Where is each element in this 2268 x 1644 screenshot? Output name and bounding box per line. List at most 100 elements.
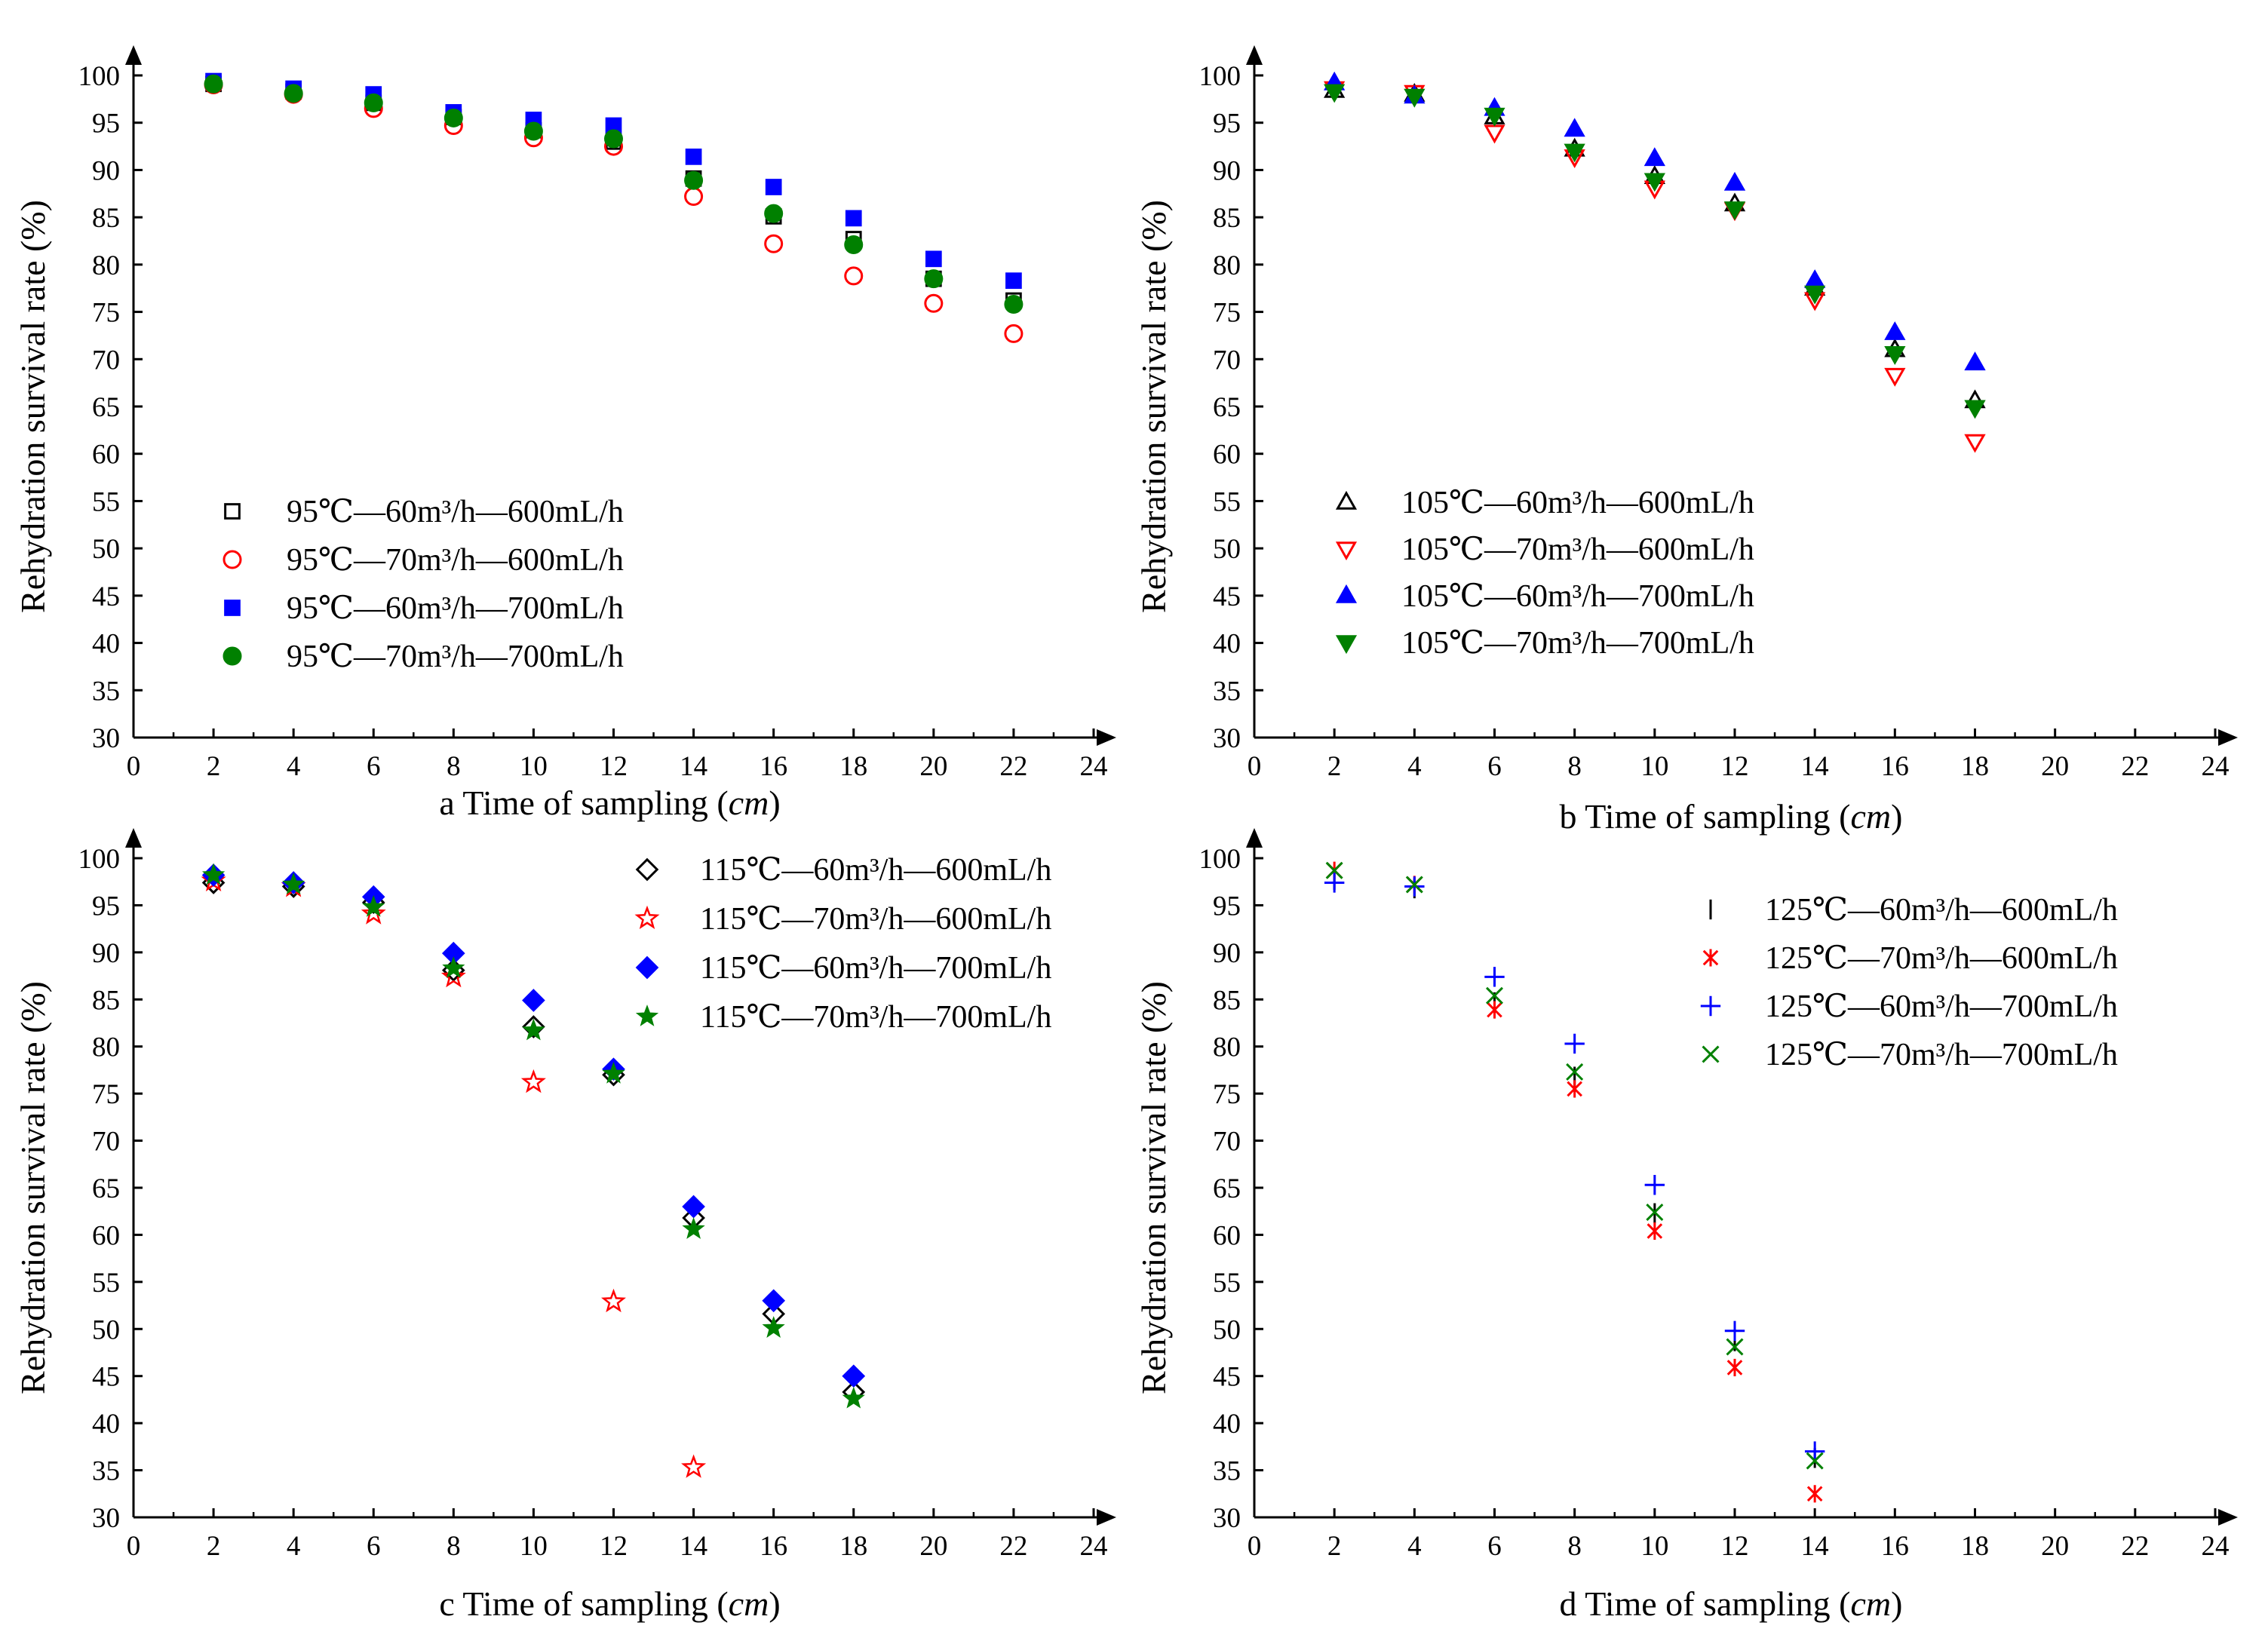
y-tick-label: 55 xyxy=(92,486,120,517)
x-tick-label: 8 xyxy=(447,1531,461,1562)
y-axis-label: Rehydration survival rate (%) xyxy=(1134,981,1173,1394)
y-tick-label: 35 xyxy=(92,676,120,707)
y-tick-label: 65 xyxy=(92,1173,120,1204)
x-axis-label-unit: cm xyxy=(1850,797,1891,836)
x-tick-label: 10 xyxy=(520,1531,548,1562)
data-point xyxy=(602,1062,625,1084)
data-point xyxy=(682,1195,705,1219)
chart-panel-b: 0 2 4 6 8 10 12 14 16 18 20 22 243035404550556065707… xyxy=(1134,45,2238,836)
legend-label: 125℃—60m³/h—700mL/h xyxy=(1765,989,2118,1024)
data-point xyxy=(442,956,465,978)
y-tick-label: 45 xyxy=(1213,1362,1241,1393)
data-point xyxy=(1723,201,1746,221)
data-point xyxy=(1004,295,1024,314)
data-point xyxy=(1564,1033,1585,1054)
data-point xyxy=(1564,118,1585,137)
x-tick-label: 18 xyxy=(1961,751,1989,782)
data-point xyxy=(845,210,862,227)
x-tick-label: 22 xyxy=(999,751,1027,782)
x-axis-label-suffix: ) xyxy=(1891,1584,1902,1623)
x-tick-label: 12 xyxy=(1721,1531,1749,1562)
x-tick-label: 6 xyxy=(1487,1531,1502,1562)
x-axis-arrow xyxy=(1097,1509,1116,1526)
legend-marker xyxy=(1335,584,1358,603)
data-point xyxy=(362,895,385,917)
data-point xyxy=(1646,1203,1664,1221)
legend-marker xyxy=(223,646,242,666)
legend-label: 125℃—70m³/h—700mL/h xyxy=(1765,1038,2118,1072)
y-tick-label: 85 xyxy=(1213,203,1241,234)
x-axis-arrow xyxy=(2218,729,2238,746)
x-axis-arrow xyxy=(1097,729,1116,746)
x-tick-label: 2 xyxy=(1327,751,1342,782)
data-point xyxy=(1806,1485,1823,1503)
data-point xyxy=(284,84,303,103)
y-tick-label: 30 xyxy=(1213,1503,1241,1534)
x-axis-label-prefix: c Time of sampling ( xyxy=(439,1584,728,1623)
legend-marker xyxy=(1702,949,1719,967)
legend-marker xyxy=(635,1004,659,1026)
x-tick-label: 4 xyxy=(287,1531,301,1562)
x-axis-arrow xyxy=(2218,1509,2238,1526)
x-tick-label: 12 xyxy=(600,751,628,782)
y-axis-arrow xyxy=(125,828,142,848)
x-axis-label-prefix: b Time of sampling ( xyxy=(1560,797,1851,836)
x-axis-label: b Time of sampling (cm) xyxy=(1560,797,1903,836)
x-tick-label: 22 xyxy=(999,1531,1027,1562)
series-2 xyxy=(1326,861,1823,1503)
x-tick-label: 2 xyxy=(207,1531,221,1562)
legend-label: 125℃—60m³/h—600mL/h xyxy=(1765,893,2118,928)
data-point xyxy=(1884,321,1906,340)
y-tick-label: 30 xyxy=(92,723,120,754)
x-tick-label: 14 xyxy=(680,751,707,782)
x-tick-label: 16 xyxy=(760,751,787,782)
y-tick-label: 55 xyxy=(1213,1268,1241,1299)
legend-marker xyxy=(224,600,241,616)
chart-panel-a: 0 2 4 6 8 10 12 14 16 18 20 22 243035404550556065707… xyxy=(14,45,1116,822)
data-point xyxy=(1804,1441,1825,1462)
data-point xyxy=(924,269,944,289)
y-axis-arrow xyxy=(125,45,142,65)
data-point xyxy=(842,1364,866,1388)
data-point xyxy=(1884,367,1906,387)
x-tick-label: 4 xyxy=(287,751,301,782)
data-point xyxy=(681,1454,707,1478)
y-tick-label: 50 xyxy=(1213,1314,1241,1345)
y-tick-label: 65 xyxy=(92,392,120,423)
x-tick-label: 10 xyxy=(1640,751,1668,782)
x-tick-label: 16 xyxy=(1881,1531,1909,1562)
data-point xyxy=(844,235,864,255)
data-point xyxy=(520,1069,546,1093)
legend: 95℃—60m³/h—600mL/h 95℃—70m³/h—600mL/h 95℃—… xyxy=(223,495,624,674)
legend-marker xyxy=(635,857,659,882)
data-point xyxy=(1964,434,1986,453)
x-axis-label-unit: cm xyxy=(1850,1584,1891,1623)
data-point xyxy=(1804,285,1826,305)
data-point xyxy=(1484,107,1505,127)
x-axis-label: c Time of sampling (cm) xyxy=(439,1584,780,1623)
data-point xyxy=(1405,876,1423,894)
legend-label: 115℃—70m³/h—700mL/h xyxy=(700,1000,1051,1035)
legend-label: 95℃—60m³/h—600mL/h xyxy=(287,495,624,529)
data-point xyxy=(685,149,702,165)
series-4 xyxy=(1325,861,1824,1470)
legend-label: 105℃—60m³/h—600mL/h xyxy=(1401,486,1754,520)
y-tick-label: 70 xyxy=(1213,1127,1241,1158)
legend-marker xyxy=(1335,541,1358,561)
x-tick-label: 0 xyxy=(127,1531,141,1562)
data-point xyxy=(844,266,864,286)
x-tick-label: 20 xyxy=(2041,1531,2069,1562)
y-tick-label: 90 xyxy=(92,155,120,186)
data-point xyxy=(1806,1452,1824,1470)
y-tick-label: 100 xyxy=(1199,844,1241,875)
y-tick-label: 75 xyxy=(92,1079,120,1110)
y-tick-label: 85 xyxy=(92,985,120,1016)
y-tick-label: 95 xyxy=(1213,109,1241,140)
y-tick-label: 80 xyxy=(92,250,120,281)
data-point xyxy=(522,1015,545,1038)
legend-label: 105℃—70m³/h—700mL/h xyxy=(1401,626,1754,661)
y-tick-label: 75 xyxy=(1213,1079,1241,1110)
y-tick-label: 80 xyxy=(1213,1032,1241,1063)
x-axis-label-unit: cm xyxy=(729,1584,769,1623)
